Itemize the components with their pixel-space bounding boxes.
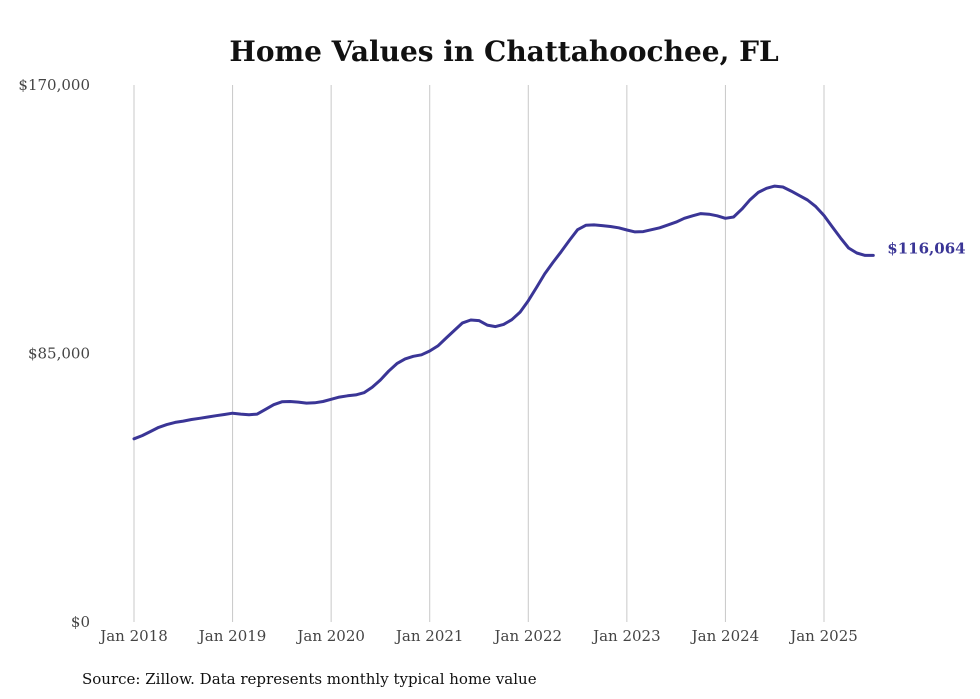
y-tick-label: $170,000	[18, 76, 90, 94]
x-tick-label: Jan 2023	[591, 627, 661, 645]
x-tick-label: Jan 2021	[394, 627, 464, 645]
end-value-label: $116,064	[887, 239, 965, 257]
x-tick-label: Jan 2024	[690, 627, 760, 645]
gridlines	[133, 85, 825, 622]
x-tick-label: Jan 2019	[197, 627, 267, 645]
series-line	[132, 184, 875, 441]
x-tick-label: Jan 2018	[98, 627, 168, 645]
x-tick-label: Jan 2022	[493, 627, 563, 645]
source-note: Source: Zillow. Data represents monthly …	[82, 670, 537, 688]
x-tick-label: Jan 2025	[788, 627, 858, 645]
y-axis: $0 $85,000 $170,000	[18, 76, 90, 631]
chart-title: Home Values in Chattahoochee, FL	[229, 35, 779, 68]
x-tick-label: Jan 2020	[295, 627, 365, 645]
y-tick-label: $85,000	[28, 345, 90, 363]
y-tick-label: $0	[71, 613, 90, 631]
x-axis: Jan 2018 Jan 2019 Jan 2020 Jan 2021 Jan 2022…	[98, 627, 858, 645]
